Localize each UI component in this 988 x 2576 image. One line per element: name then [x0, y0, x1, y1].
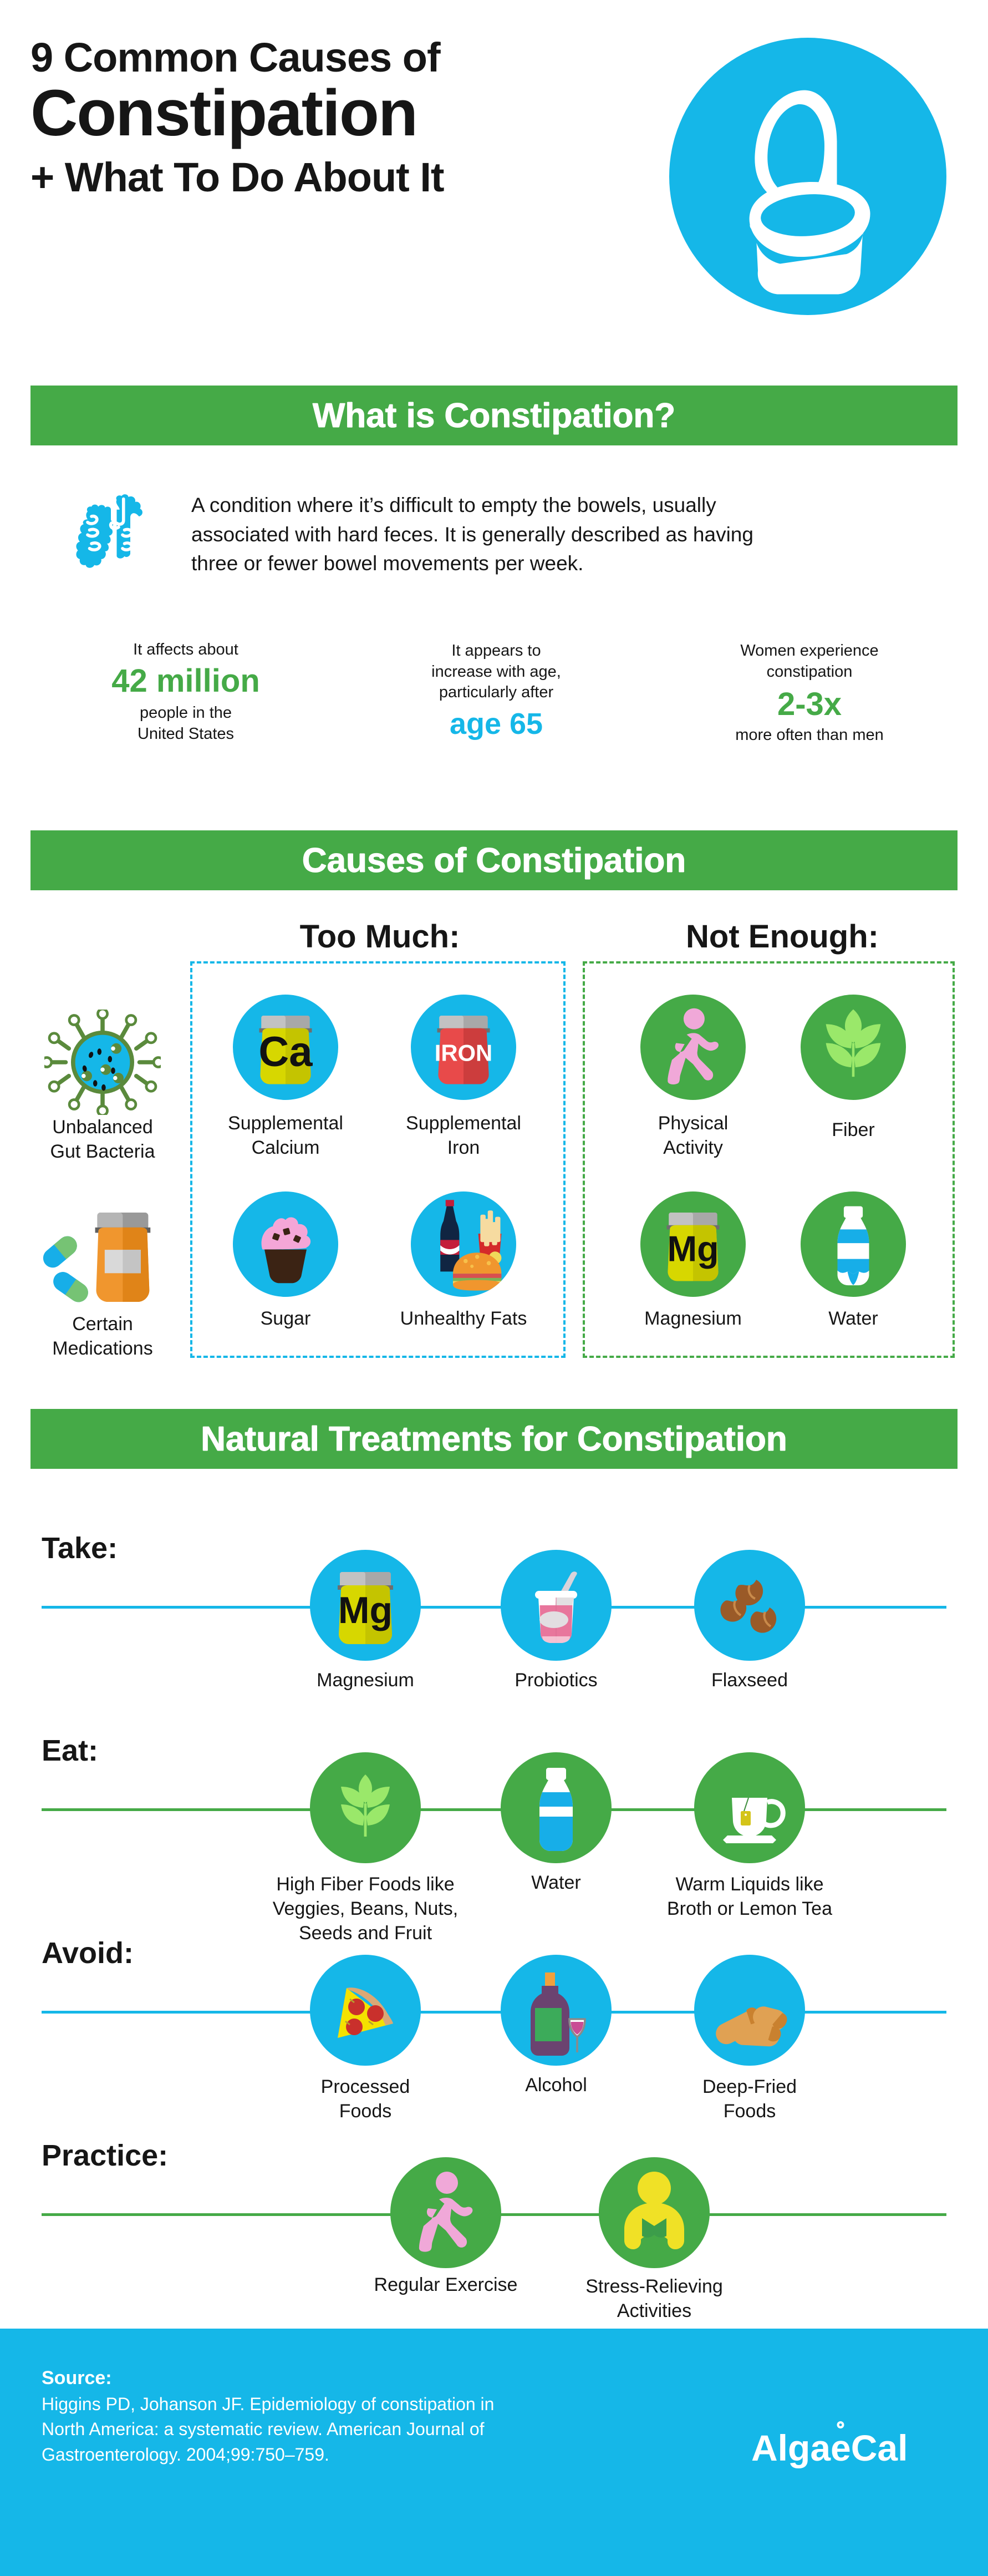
- svg-text:Mg: Mg: [667, 1229, 719, 1269]
- svg-text:Mg: Mg: [338, 1589, 393, 1631]
- svg-text:IRON: IRON: [435, 1040, 493, 1066]
- svg-text:Ca: Ca: [258, 1028, 313, 1076]
